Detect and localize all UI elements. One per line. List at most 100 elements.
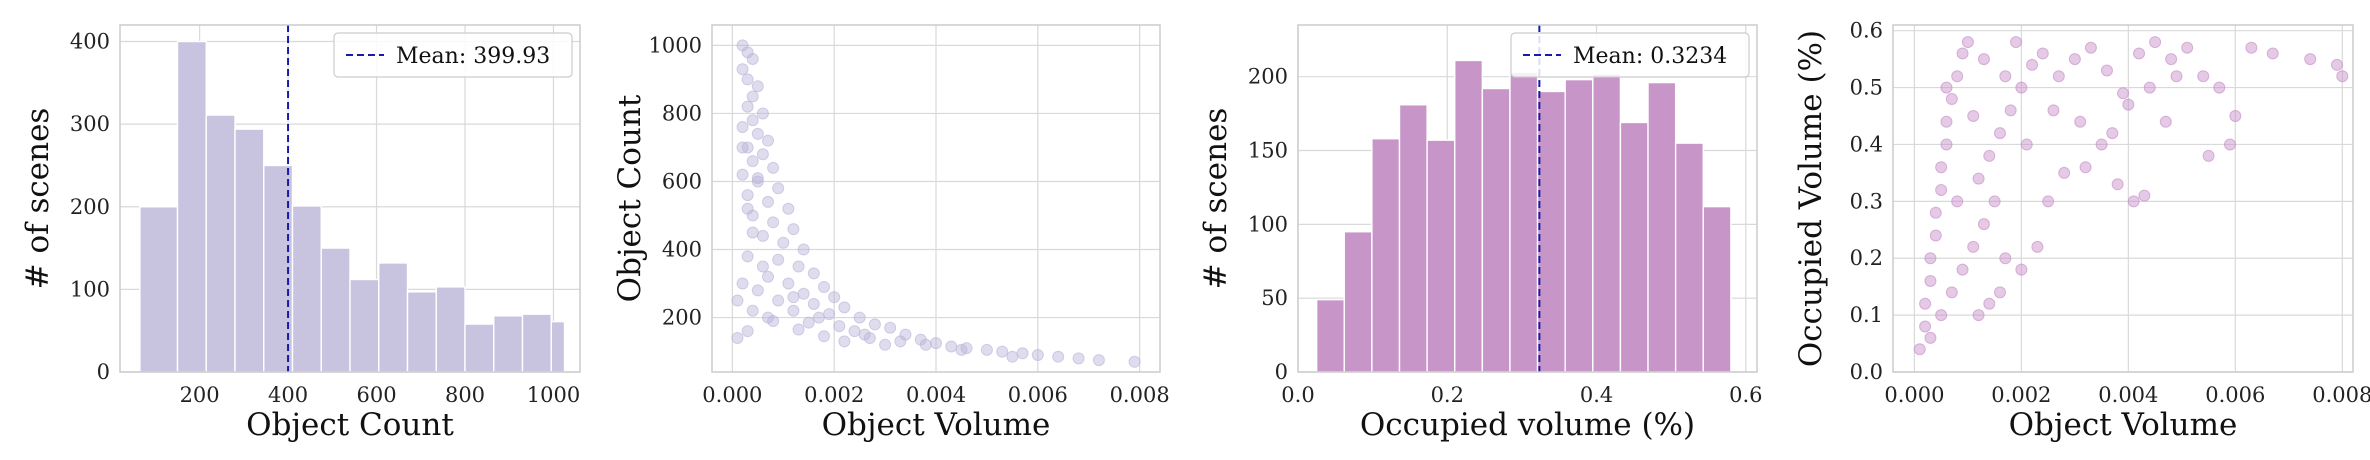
scatter-point	[741, 73, 754, 86]
scatter-point	[1919, 297, 1932, 310]
legend-mean-label: Mean: 399.93	[396, 44, 550, 69]
scatter-point	[1983, 297, 1996, 310]
histogram-bar	[1592, 73, 1622, 373]
y-axis-label: # of scenes	[20, 108, 56, 290]
scatter-point	[741, 189, 754, 202]
y-tick-label: 0.4	[1850, 132, 1883, 156]
scatter-point	[746, 90, 759, 103]
histogram-bar	[1674, 142, 1704, 373]
histogram-occupied-volume: 0.0 0.2 0.4 0.6 0 50 100 150 200 Occupied volume …	[1198, 24, 1763, 443]
scatter-point	[919, 338, 932, 351]
y-axis-label: # of scenes	[1198, 108, 1234, 290]
histogram-bar	[1509, 71, 1539, 373]
scatter-point	[762, 134, 774, 147]
scatter-point	[736, 141, 749, 154]
x-tick-label: 200	[180, 383, 220, 407]
scatter-point	[1031, 348, 1044, 361]
axes-frame	[1297, 24, 1758, 373]
scatter-point	[2266, 47, 2279, 60]
x-tick-label: 800	[445, 383, 485, 407]
scatter-point	[1935, 183, 1948, 196]
x-tick-label: 0.002	[804, 383, 864, 407]
y-tick-label: 0.5	[1850, 76, 1883, 100]
scatter-point	[1993, 286, 2006, 299]
y-tick-label: 400	[70, 30, 110, 54]
scatter-point	[2004, 104, 2017, 117]
y-tick-label: 0.3	[1850, 189, 1883, 213]
scatter-point	[741, 100, 754, 113]
scatter-point	[772, 253, 785, 266]
scatter-point	[1935, 161, 1948, 174]
scatter-point	[1977, 218, 1990, 231]
scatter-point	[2229, 110, 2242, 123]
scatter-point	[833, 320, 846, 333]
histogram-bar	[1647, 81, 1677, 373]
scatter-point	[736, 121, 749, 134]
x-tick-label: 0.6	[1729, 383, 1762, 407]
x-tick-label: 0.000	[702, 383, 762, 407]
scatter-point	[2245, 41, 2258, 54]
scatter-point	[1967, 240, 1980, 253]
scatter-point	[736, 277, 749, 290]
scatter-point	[2223, 138, 2236, 151]
y-tick-label: 0.6	[1850, 19, 1883, 43]
y-tick-label: 200	[70, 195, 110, 219]
scatter-point	[746, 155, 759, 168]
scatter-point	[2181, 41, 2194, 54]
scatter-point	[1052, 350, 1065, 363]
x-tick-label: 400	[268, 383, 308, 407]
y-tick-label: 0.0	[1850, 360, 1883, 384]
histogram-bar	[464, 323, 495, 373]
x-axis-label: Object Volume	[822, 407, 1051, 443]
y-tick-label: 200	[1248, 65, 1288, 89]
scatter-point	[930, 337, 942, 350]
x-tick-label: 600	[356, 383, 396, 407]
histogram-bar	[378, 262, 409, 373]
x-axis-label: Occupied volume (%)	[1360, 407, 1695, 443]
scatter-point	[772, 294, 785, 307]
y-tick-label: 150	[1248, 139, 1288, 163]
y-tick-label: 50	[1261, 286, 1288, 310]
histogram-bar	[493, 315, 524, 373]
scatter-point	[1988, 195, 2001, 208]
scatter-point	[1940, 115, 1953, 128]
scatter-point	[2010, 36, 2023, 49]
scatter-point	[2143, 81, 2156, 94]
histogram-bar	[139, 206, 179, 373]
scatter-point	[2304, 53, 2317, 66]
y-tick-label: 0	[97, 360, 110, 384]
scatter-point	[792, 260, 805, 273]
legend-box	[1510, 32, 1750, 78]
histogram-bar	[1371, 137, 1401, 373]
histogram-bar	[1619, 121, 1649, 373]
x-tick-label: 0.004	[906, 383, 966, 407]
scatter-point	[1945, 286, 1958, 299]
scatter-point	[2202, 149, 2215, 162]
y-tick-label: 100	[70, 277, 110, 301]
scatter-point	[1940, 81, 1953, 94]
histogram-bar	[1481, 87, 1511, 373]
histogram-bar	[1343, 231, 1373, 373]
scatter-point	[812, 311, 825, 324]
scatter-point	[2122, 98, 2135, 111]
x-tick-label: 0.006	[1008, 383, 1068, 407]
scatter-point	[741, 325, 754, 338]
scatter-point	[2170, 70, 2183, 83]
scatter-point	[996, 345, 1009, 358]
scatter-point	[1919, 320, 1932, 333]
scatter-point	[818, 280, 830, 293]
scatter-point	[1972, 309, 1985, 322]
scatter-point	[751, 175, 764, 188]
scatter-point	[1961, 36, 1974, 49]
scatter-point	[741, 202, 754, 215]
scatter-point	[2100, 64, 2113, 77]
scatter-point	[751, 80, 764, 93]
scatter-point	[1092, 354, 1105, 367]
scatter-point	[1967, 110, 1980, 123]
scatter-point	[2020, 138, 2033, 151]
scatter-point	[2197, 70, 2210, 83]
scatter-point	[1072, 352, 1085, 365]
x-tick-label: 0.004	[2098, 383, 2158, 407]
scatter-point	[823, 308, 836, 321]
scatter-point	[838, 301, 851, 314]
